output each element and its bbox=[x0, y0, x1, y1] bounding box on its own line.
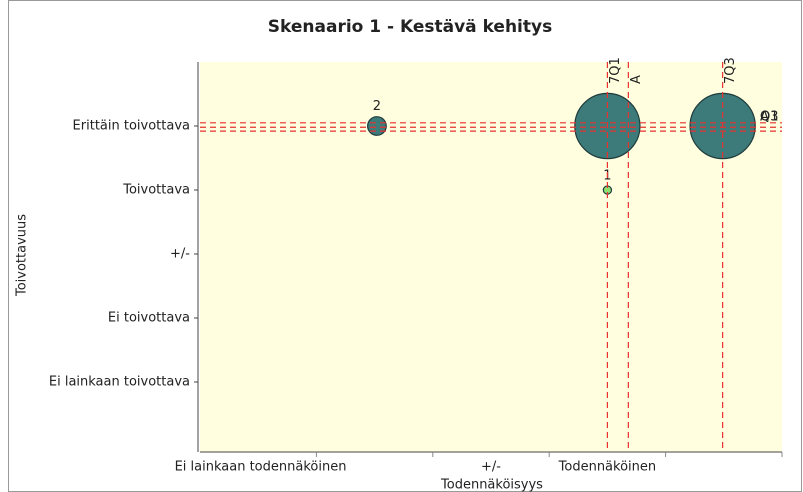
vertical-marker-label: 7Q1 bbox=[608, 57, 623, 84]
y-tick-label: Ei toivottava bbox=[108, 311, 190, 326]
vertical-marker-label: A bbox=[629, 75, 644, 84]
bubble bbox=[367, 116, 387, 136]
x-tick-label: +/- bbox=[481, 460, 501, 475]
horizontal-marker-label: Q1 bbox=[760, 109, 779, 124]
y-tick-label: Toivottava bbox=[122, 183, 190, 198]
x-axis-title: Todennäköisyys bbox=[440, 478, 543, 492]
y-axis-title: Toivottavuus bbox=[15, 214, 30, 297]
y-tick-label: +/- bbox=[170, 247, 190, 262]
x-tick-label: Ei lainkaan todennäköinen bbox=[175, 460, 347, 475]
y-tick-label: Ei lainkaan toivottava bbox=[49, 375, 190, 390]
chart-title: Skenaario 1 - Kestävä kehitys bbox=[268, 17, 552, 37]
horizontal-marker-label: A bbox=[760, 109, 769, 124]
y-tick-label: Erittäin toivottava bbox=[73, 119, 190, 134]
horizontal-marker-label: Q3 bbox=[760, 109, 779, 124]
x-tick-label: Todennäköinen bbox=[558, 460, 657, 475]
vertical-marker-label: 7Q3 bbox=[723, 57, 738, 84]
bubble-label: 2 bbox=[373, 99, 381, 114]
